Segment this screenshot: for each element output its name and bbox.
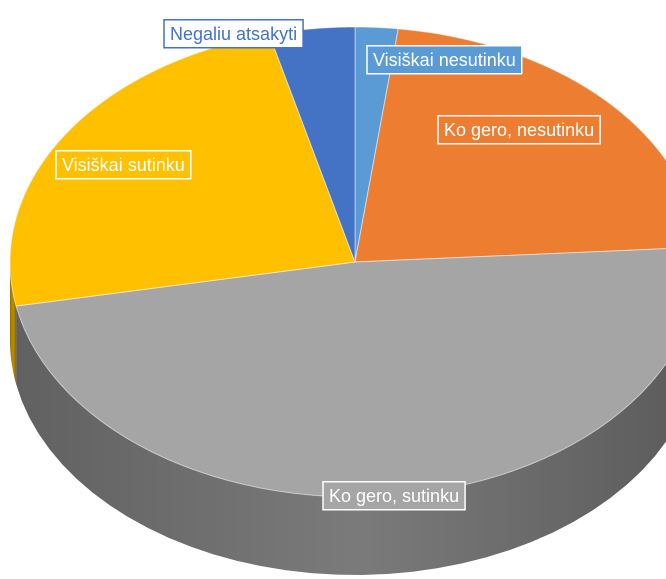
data-label-box	[55, 150, 192, 180]
pie-tops	[9, 26, 666, 498]
pie-slice	[354, 28, 666, 263]
pie-sides	[10, 262, 666, 575]
data-label-box	[163, 19, 304, 49]
data-label: Negaliu atsakyti	[170, 24, 297, 44]
data-label-box	[322, 481, 466, 511]
pie-side-shade	[16, 306, 666, 575]
data-label-box	[366, 45, 523, 75]
data-label: Visiškai nesutinku	[373, 50, 516, 70]
data-labels: Visiškai nesutinku Ko gero, nesutinku Ko g…	[55, 19, 601, 511]
pie-side-shade	[10, 262, 17, 385]
data-label: Ko gero, sutinku	[329, 486, 459, 506]
data-label-box	[437, 115, 601, 145]
data-label: Ko gero, nesutinku	[444, 120, 594, 140]
data-label: Visiškai sutinku	[62, 155, 185, 175]
